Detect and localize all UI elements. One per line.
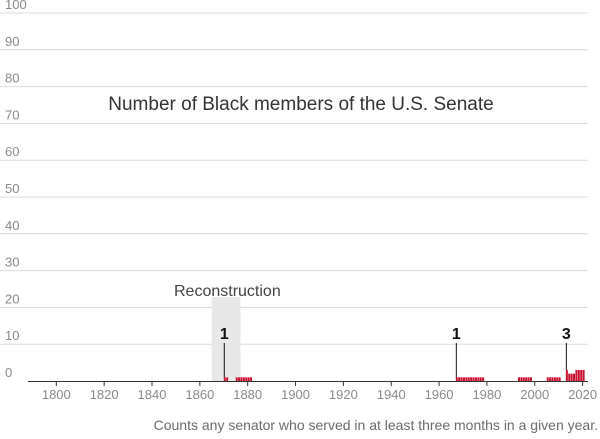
bar-2013 — [565, 369, 568, 381]
bar-2010 — [558, 377, 561, 381]
reconstruction-shading — [211, 297, 241, 381]
bar-1978 — [482, 377, 485, 381]
x-tick-label: 1880 — [233, 387, 262, 402]
bar-1969 — [460, 377, 463, 381]
bar-1974 — [472, 377, 475, 381]
bar-1877 — [240, 377, 243, 381]
bar-2018 — [577, 369, 580, 381]
annotation-label: 1 — [452, 326, 461, 343]
x-tick-label: 1940 — [377, 387, 406, 402]
y-tick-label: 50 — [5, 181, 19, 196]
x-tick-label: 1960 — [425, 387, 454, 402]
bar-2016 — [573, 373, 576, 381]
annotation-label: 1 — [220, 326, 229, 343]
bar-2020 — [582, 369, 585, 381]
bar-2005 — [546, 377, 549, 381]
y-tick-label: 20 — [5, 291, 19, 306]
bar-2007 — [551, 377, 554, 381]
y-tick-label: 30 — [5, 255, 19, 270]
chart-title: Number of Black members of the U.S. Sena… — [108, 94, 493, 115]
x-tick-labels: 1800 1820 1840 1860 1880 1900 1920 1940 1960 1980… — [42, 381, 597, 402]
x-tick-label: 1800 — [42, 387, 71, 402]
x-tick-label: 1900 — [281, 387, 310, 402]
bar-2009 — [556, 377, 559, 381]
bar-1993 — [518, 377, 521, 381]
x-tick-label: 1860 — [185, 387, 214, 402]
bar-1976 — [477, 377, 480, 381]
y-tick-label: 10 — [5, 328, 19, 343]
bar-1975 — [474, 377, 477, 381]
grid-lines — [0, 12, 588, 345]
bar-1996 — [525, 377, 528, 381]
y-tick-label: 100 — [5, 0, 27, 12]
y-tick-labels: 0 10 20 30 40 50 60 70 80 90 100 — [5, 0, 27, 380]
bar-1871 — [226, 377, 229, 381]
bar-1968 — [458, 377, 461, 381]
x-tick-label: 1840 — [138, 387, 167, 402]
bar-1971 — [465, 377, 468, 381]
x-tick-label: 1820 — [90, 387, 119, 402]
x-tick-label: 2000 — [520, 387, 549, 402]
bar-1880 — [247, 377, 250, 381]
y-tick-label: 40 — [5, 218, 19, 233]
bar-1994 — [520, 377, 523, 381]
bar-1870 — [223, 377, 226, 381]
bar-2014 — [568, 373, 571, 381]
x-tick-label: 1980 — [472, 387, 501, 402]
y-tick-label: 80 — [5, 71, 19, 86]
bar-1973 — [470, 377, 473, 381]
reconstruction-label: Reconstruction — [174, 283, 281, 300]
y-tick-label: 0 — [5, 365, 12, 380]
y-tick-label: 90 — [5, 34, 19, 49]
bar-1876 — [238, 377, 241, 381]
bar-2019 — [580, 369, 583, 381]
bar-1879 — [245, 377, 248, 381]
bar-1998 — [529, 377, 532, 381]
bar-1878 — [242, 377, 245, 381]
bar-1995 — [522, 377, 525, 381]
x-tick-label: 1920 — [329, 387, 358, 402]
bar-1970 — [462, 377, 465, 381]
bar-2006 — [549, 377, 552, 381]
annotation-label: 3 — [562, 326, 571, 343]
bar-2008 — [553, 377, 556, 381]
bars — [223, 369, 585, 381]
bar-2017 — [575, 369, 578, 381]
bar-1977 — [479, 377, 482, 381]
footnote: Counts any senator who served in at leas… — [154, 417, 598, 433]
bar-1997 — [527, 377, 530, 381]
x-tick-label: 2020 — [568, 387, 597, 402]
y-tick-label: 60 — [5, 144, 19, 159]
y-tick-label: 70 — [5, 107, 19, 122]
bar-1881 — [250, 377, 253, 381]
bar-1875 — [235, 377, 238, 381]
bar-2015 — [570, 373, 573, 381]
bar-1967 — [455, 377, 458, 381]
annotations: 1 1 3 — [220, 326, 571, 378]
bar-1972 — [467, 377, 470, 381]
